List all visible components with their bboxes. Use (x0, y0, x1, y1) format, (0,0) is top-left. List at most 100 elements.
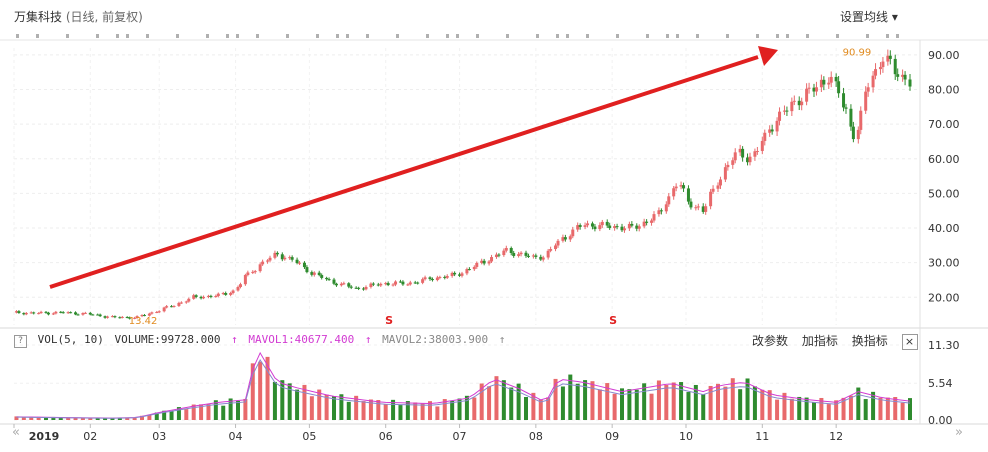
candle-body[interactable] (376, 284, 380, 286)
candle-body[interactable] (541, 257, 545, 260)
help-icon[interactable]: ? (14, 335, 27, 348)
volume-bar[interactable] (103, 417, 108, 420)
candle-body[interactable] (746, 157, 750, 163)
candle-body[interactable] (512, 252, 516, 256)
volume-bar[interactable] (649, 393, 654, 420)
candle-body[interactable] (165, 306, 169, 308)
candle-body[interactable] (578, 225, 582, 227)
volume-bar[interactable] (272, 381, 277, 420)
candle-body[interactable] (179, 302, 183, 304)
volume-bar[interactable] (295, 389, 300, 420)
volume-bar[interactable] (332, 396, 336, 420)
candle-body[interactable] (416, 282, 420, 284)
candle-body[interactable] (723, 167, 727, 180)
candle-body[interactable] (364, 286, 368, 290)
candle-body[interactable] (310, 272, 314, 275)
candle-body[interactable] (140, 315, 144, 317)
candle-body[interactable] (627, 223, 631, 229)
candle-body[interactable] (524, 252, 528, 256)
volume-bar[interactable] (597, 389, 602, 420)
candle-body[interactable] (251, 271, 255, 273)
volume-bar[interactable] (656, 380, 661, 420)
volume-bar[interactable] (664, 385, 669, 420)
candle-body[interactable] (199, 296, 203, 299)
scroll-right-button[interactable]: » (955, 425, 963, 440)
candle-body[interactable] (851, 126, 855, 140)
volume-bar[interactable] (760, 389, 765, 420)
volume-bar[interactable] (797, 396, 802, 420)
candle-body[interactable] (406, 284, 410, 286)
volume-bar[interactable] (361, 401, 366, 420)
candle-body[interactable] (29, 312, 33, 314)
volume-bar[interactable] (339, 394, 344, 420)
volume-bar[interactable] (738, 389, 743, 420)
volume-bar[interactable] (221, 405, 226, 420)
candle-body[interactable] (726, 164, 730, 168)
candle-body[interactable] (856, 129, 860, 140)
volume-bar[interactable] (686, 392, 691, 420)
candle-body[interactable] (467, 269, 471, 271)
candle-body[interactable] (682, 185, 686, 189)
candle-body[interactable] (371, 283, 375, 285)
candle-body[interactable] (54, 311, 58, 314)
candle-body[interactable] (221, 293, 225, 295)
candle-body[interactable] (280, 254, 284, 260)
candle-body[interactable] (829, 76, 833, 83)
candle-body[interactable] (120, 316, 124, 318)
volume-bar[interactable] (620, 388, 624, 420)
volume-bar[interactable] (583, 380, 588, 420)
candle-body[interactable] (216, 293, 220, 296)
candle-body[interactable] (748, 156, 752, 163)
candle-body[interactable] (534, 255, 538, 257)
set-moving-average-button[interactable]: 设置均线 ▾ (840, 8, 898, 25)
volume-bar[interactable] (826, 404, 831, 420)
candle-body[interactable] (490, 257, 494, 262)
candle-body[interactable] (236, 287, 240, 291)
candle-body[interactable] (531, 255, 535, 257)
candle-body[interactable] (268, 257, 272, 261)
candle-body[interactable] (312, 272, 316, 275)
volume-bar[interactable] (80, 417, 85, 420)
volume-bar[interactable] (834, 400, 839, 420)
candle-body[interactable] (453, 272, 457, 275)
candle-body[interactable] (187, 298, 191, 302)
volume-bar[interactable] (95, 418, 100, 420)
volume-bar[interactable] (730, 378, 735, 420)
volume-bar[interactable] (140, 415, 144, 420)
candle-body[interactable] (369, 283, 373, 287)
volume-bar[interactable] (14, 416, 19, 420)
volume-bar[interactable] (213, 400, 218, 420)
candle-body[interactable] (24, 312, 28, 315)
candle-body[interactable] (881, 61, 885, 68)
candle-body[interactable] (133, 317, 137, 319)
volume-bar[interactable] (324, 394, 329, 420)
candle-body[interactable] (480, 260, 484, 263)
candle-body[interactable] (177, 302, 181, 306)
volume-bar[interactable] (428, 401, 432, 420)
candle-body[interactable] (650, 220, 654, 223)
candle-body[interactable] (266, 260, 270, 262)
volume-bar[interactable] (568, 374, 573, 420)
candle-body[interactable] (243, 275, 247, 285)
candle-body[interactable] (76, 314, 80, 316)
candle-body[interactable] (118, 317, 122, 319)
candle-body[interactable] (689, 201, 693, 208)
candle-body[interactable] (110, 316, 114, 318)
volume-bar[interactable] (789, 398, 794, 420)
volume-bar[interactable] (51, 416, 56, 420)
candle-body[interactable] (162, 307, 166, 312)
candle-body[interactable] (908, 79, 912, 87)
candle-body[interactable] (423, 277, 427, 280)
candle-body[interactable] (290, 257, 294, 260)
volume-bar[interactable] (169, 411, 174, 420)
volume-bar[interactable] (29, 416, 34, 420)
candle-body[interactable] (819, 79, 823, 88)
volume-bar[interactable] (236, 400, 240, 420)
candle-body[interactable] (246, 272, 250, 276)
candle-body[interactable] (354, 287, 358, 289)
candle-body[interactable] (792, 100, 796, 102)
candle-body[interactable] (238, 284, 242, 288)
candle-body[interactable] (694, 207, 698, 209)
candle-body[interactable] (32, 312, 36, 314)
candle-body[interactable] (209, 295, 213, 297)
